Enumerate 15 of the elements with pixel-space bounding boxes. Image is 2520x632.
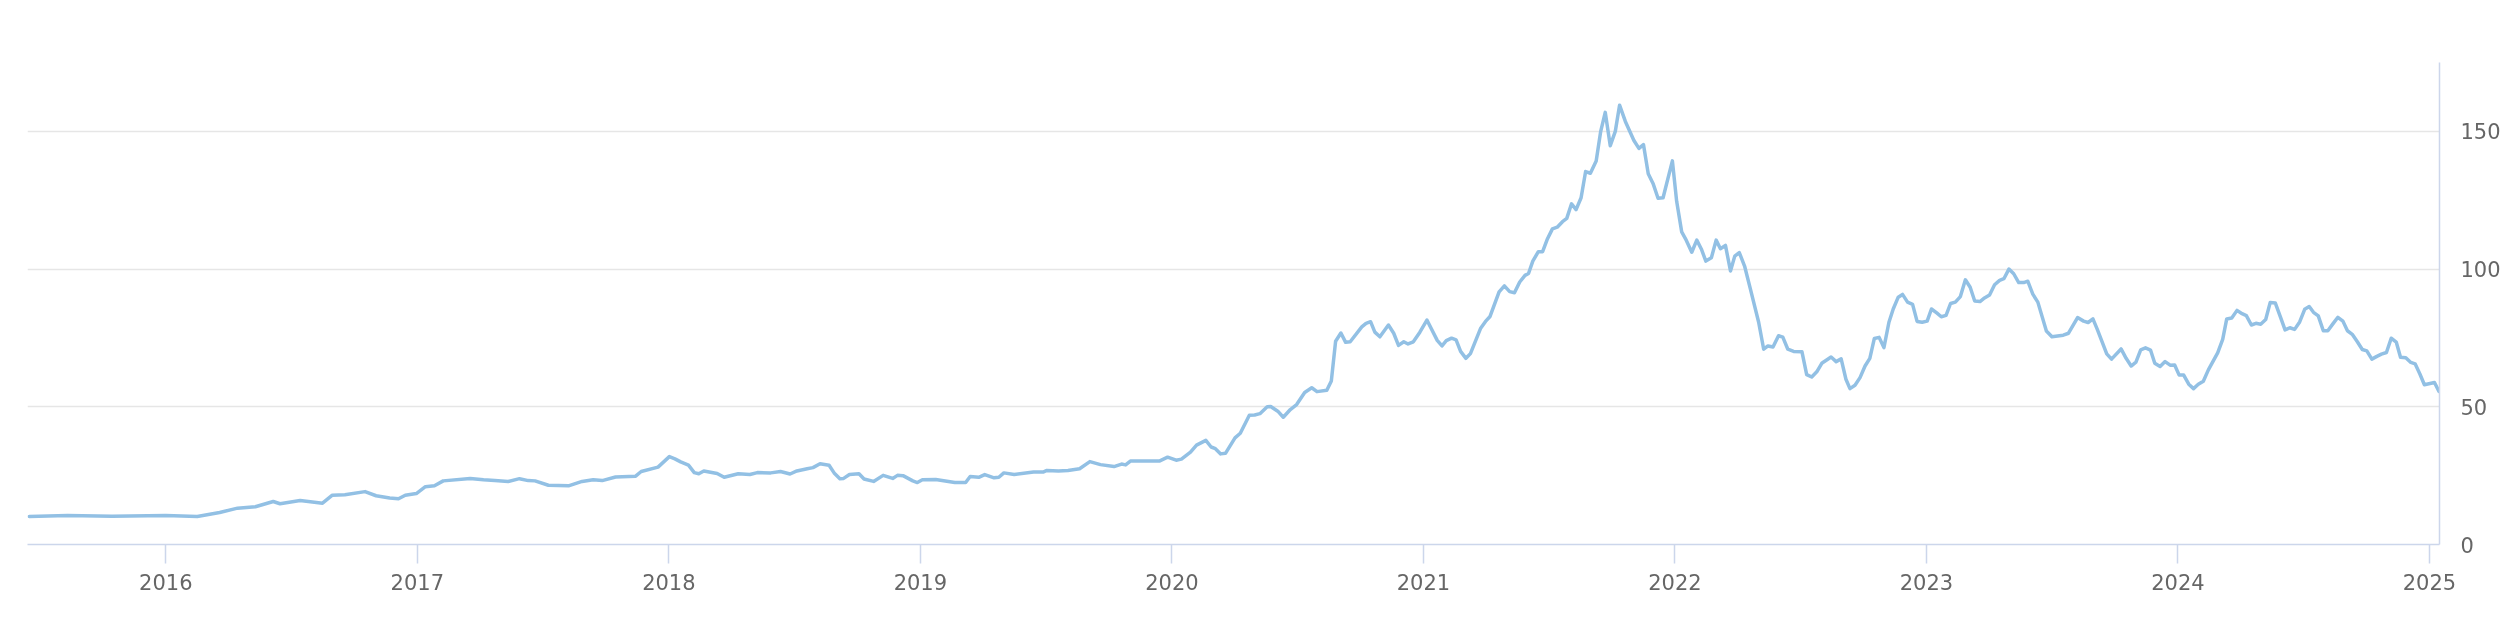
y-tick-label: 0 (2460, 533, 2474, 558)
x-tick-label: 2025 (2402, 570, 2457, 595)
y-tick-label: 150 (2460, 120, 2501, 145)
y-tick-label: 100 (2460, 258, 2501, 283)
x-tick-label: 2019 (893, 570, 948, 595)
x-tick-label: 2023 (1899, 570, 1954, 595)
x-tick-label: 2017 (390, 570, 445, 595)
x-tick-label: 2021 (1396, 570, 1451, 595)
x-tick-label: 2024 (2151, 570, 2205, 595)
x-tick-label: 2016 (139, 570, 193, 595)
x-tick-label: 2020 (1145, 570, 1199, 595)
x-tick-label: 2022 (1648, 570, 1702, 595)
x-tick-label: 2018 (642, 570, 696, 595)
line-series (27, 103, 2440, 519)
y-tick-label: 50 (2460, 395, 2488, 420)
